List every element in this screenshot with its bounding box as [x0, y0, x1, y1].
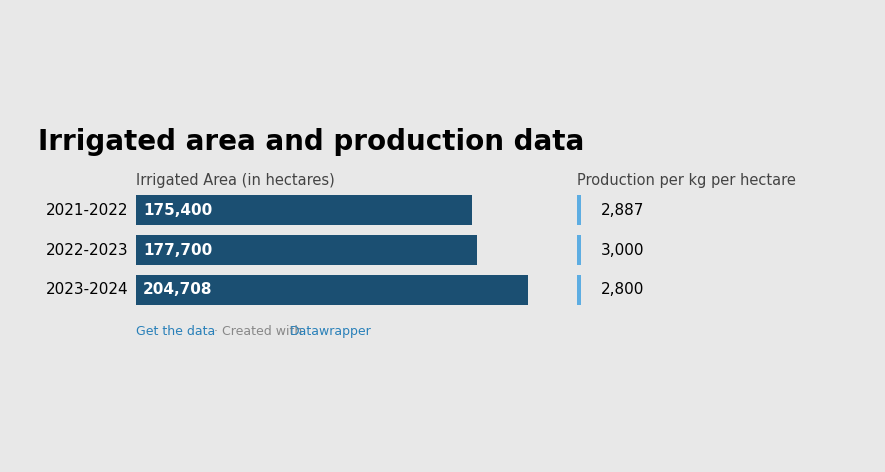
Text: Irrigated area and production data: Irrigated area and production data — [38, 128, 584, 157]
Text: 2023-2024: 2023-2024 — [46, 282, 128, 297]
Text: Production per kg per hectare: Production per kg per hectare — [577, 173, 796, 188]
Text: 2021-2022: 2021-2022 — [46, 202, 128, 218]
Text: 175,400: 175,400 — [143, 202, 212, 218]
Text: Irrigated Area (in hectares): Irrigated Area (in hectares) — [136, 173, 335, 188]
Bar — [136, 235, 477, 265]
Text: Datawrapper: Datawrapper — [290, 325, 372, 338]
Text: · Created with: · Created with — [210, 325, 306, 338]
Text: 2,800: 2,800 — [601, 282, 644, 297]
Text: 2,887: 2,887 — [601, 202, 644, 218]
Text: 3,000: 3,000 — [601, 243, 644, 258]
Bar — [577, 235, 581, 265]
Text: 204,708: 204,708 — [143, 282, 212, 297]
Text: 177,700: 177,700 — [143, 243, 212, 258]
Bar — [136, 275, 528, 305]
Bar — [577, 195, 581, 225]
Bar — [577, 275, 581, 305]
Text: Get the data: Get the data — [136, 325, 216, 338]
Bar — [136, 195, 473, 225]
Text: 2022-2023: 2022-2023 — [46, 243, 128, 258]
